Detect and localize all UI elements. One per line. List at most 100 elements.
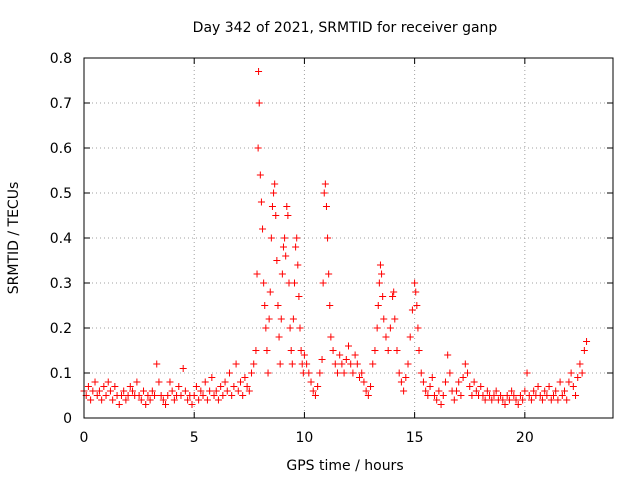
plot-frame [83,57,614,419]
data-point [519,396,527,404]
data-point [413,302,421,309]
data-point [262,324,270,332]
data-point [283,203,291,210]
data-point [325,270,333,278]
data-point [411,279,419,287]
data-point [245,387,253,395]
data-point [100,383,108,390]
data-point [395,369,403,377]
data-point [499,396,507,404]
data-point [558,392,566,399]
data-point [279,243,287,251]
data-point [305,369,313,377]
data-point [364,392,372,399]
data-point [296,324,304,332]
data-point [464,369,472,377]
x-tick-label: 5 [190,430,199,446]
data-point [208,374,216,381]
data-point [470,378,478,386]
data-point [309,387,317,395]
data-point [277,315,285,323]
data-point [430,392,438,399]
data-point [84,383,92,390]
data-point [307,378,315,386]
data-point [479,392,487,399]
data-point [164,392,172,399]
data-point [126,383,134,390]
data-point [289,315,297,323]
data-point [190,392,198,399]
data-point [259,225,267,233]
data-point [311,392,319,399]
data-point [221,378,229,386]
data-point [375,279,383,287]
data-point [391,315,399,323]
data-point [197,387,205,395]
data-point [508,387,516,395]
x-tick-label: 20 [516,430,534,446]
data-point [327,333,335,341]
data-point [297,347,305,354]
data-point [267,234,275,242]
data-point [217,383,225,390]
data-point [583,338,591,345]
data-point [212,387,220,395]
data-point [536,392,544,399]
data-point [177,392,185,399]
data-point [181,387,189,395]
data-point [545,383,553,390]
y-tick-label: 0.1 [50,366,72,382]
data-point [287,347,295,354]
data-point [453,387,461,395]
data-point [201,378,209,386]
data-point [286,324,294,332]
data-point [248,369,256,377]
data-point [523,369,531,377]
data-point [497,392,505,399]
data-point [106,387,114,395]
data-point [414,324,422,332]
data-point [318,356,326,363]
data-point [516,392,524,399]
x-tick-label: 0 [80,430,89,446]
data-point [389,293,397,300]
data-point [273,257,281,264]
data-point [406,333,414,341]
data-point [547,396,555,404]
data-point [404,360,412,368]
data-point [234,387,242,395]
data-point [303,360,311,368]
data-point [326,302,334,309]
data-point [294,261,302,269]
data-point [481,396,489,404]
data-point [146,396,154,404]
data-point [117,392,125,399]
data-point [393,347,401,354]
data-point [402,374,410,381]
x-tick-label: 10 [296,430,314,446]
data-point [91,378,99,386]
data-point [195,396,203,404]
data-point [271,180,279,188]
data-point [124,392,132,399]
data-point [281,234,289,242]
chart-title: Day 342 of 2021, SRMTID for receiver gan… [193,20,498,36]
data-point [170,396,178,404]
data-point [133,378,141,386]
data-point [349,369,357,377]
data-point [347,360,355,368]
data-point [300,351,308,359]
data-point [153,360,161,368]
data-point [378,270,386,278]
data-point [527,396,535,404]
data-point [278,270,286,278]
data-point [340,369,348,377]
data-point [433,396,441,404]
data-point [435,387,443,395]
data-point [441,378,449,386]
data-point [255,99,263,107]
y-axis-label: SRMTID / TECUs [6,182,22,295]
data-point [565,378,573,386]
data-point [345,342,352,350]
data-point [162,401,170,408]
